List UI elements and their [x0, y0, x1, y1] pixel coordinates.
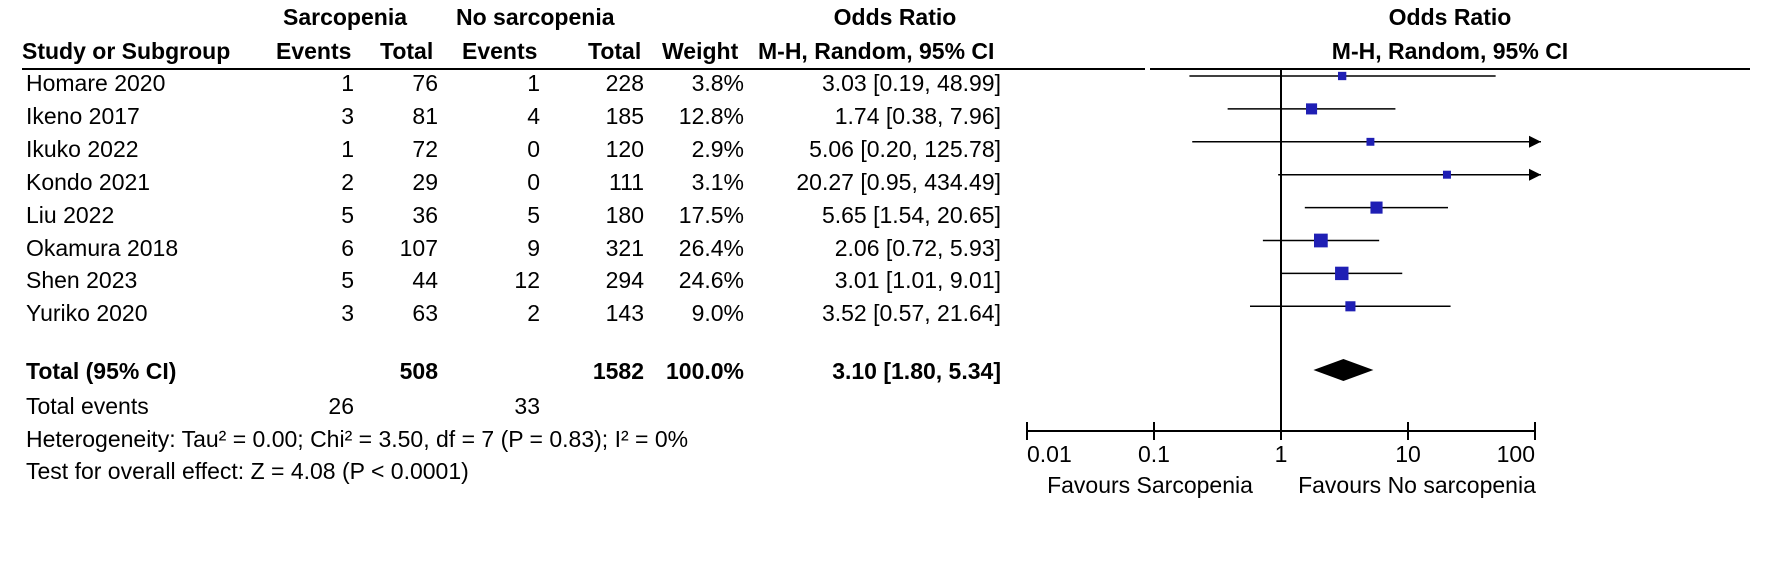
- heterogeneity-text: Heterogeneity: Tau² = 0.00; Chi² = 3.50,…: [26, 426, 689, 452]
- method-column-header: M-H, Random, 95% CI: [758, 38, 995, 64]
- events2-cell: 0: [527, 168, 540, 195]
- weight-cell: 9.0%: [691, 300, 744, 327]
- study-name: Yuriko 2020: [26, 300, 148, 327]
- total1-cell: 36: [412, 201, 438, 228]
- events2-cell: 9: [527, 234, 540, 261]
- study-name: Ikuko 2022: [26, 135, 139, 162]
- ci-arrow: [1529, 135, 1541, 148]
- total1-cell: 63: [412, 300, 438, 327]
- study-column-header: Study or Subgroup: [22, 38, 231, 64]
- total1-value: 508: [399, 358, 438, 384]
- effect-marker: [1313, 233, 1328, 248]
- events1-cell: 3: [341, 102, 354, 129]
- ci-cell: 3.03 [0.19, 48.99]: [821, 70, 1001, 96]
- events1-cell: 2: [341, 168, 354, 195]
- effect-marker: [1366, 137, 1375, 146]
- total-events1: 26: [328, 393, 354, 419]
- total2-cell: 294: [605, 267, 644, 294]
- effect-marker: [1370, 201, 1383, 214]
- ci-arrow: [1529, 168, 1541, 181]
- x-tick-label: 0.01: [1027, 441, 1072, 467]
- x-tick-label: 0.1: [1138, 441, 1170, 467]
- favours-right-label: Favours No sarcopenia: [1298, 472, 1536, 498]
- total2-cell: 120: [605, 135, 644, 162]
- ci-cell: 3.01 [1.01, 9.01]: [834, 267, 1001, 294]
- total2-cell: 185: [605, 102, 644, 129]
- total2-cell: 321: [605, 234, 644, 261]
- events1-cell: 3: [341, 300, 354, 327]
- weight-cell: 12.8%: [678, 102, 744, 129]
- weight-cell: 3.8%: [691, 70, 744, 96]
- effect-marker: [1442, 170, 1451, 179]
- events2-column-header: Events: [462, 38, 538, 64]
- total-events2: 33: [514, 393, 540, 419]
- x-tick-label: 100: [1497, 441, 1535, 467]
- total-events-label: Total events: [26, 393, 149, 419]
- effect-marker: [1335, 266, 1349, 281]
- total1-cell: 44: [412, 267, 438, 294]
- weight-cell: 3.1%: [691, 168, 744, 195]
- total-label: Total (95% CI): [26, 358, 177, 384]
- total2-value: 1582: [592, 358, 644, 384]
- ci-cell: 5.06 [0.20, 125.78]: [809, 135, 1001, 162]
- study-name: Ikeno 2017: [26, 102, 140, 129]
- weight-cell: 24.6%: [678, 267, 744, 294]
- weight-cell: 26.4%: [678, 234, 744, 261]
- total2-cell: 143: [605, 300, 644, 327]
- weight-column-header: Weight: [662, 38, 739, 64]
- x-tick-label: 10: [1395, 441, 1421, 467]
- favours-left-label: Favours Sarcopenia: [1047, 472, 1253, 498]
- study-name: Kondo 2021: [26, 168, 151, 195]
- events1-cell: 5: [341, 267, 354, 294]
- total-weight: 100.0%: [665, 358, 744, 384]
- effect-marker: [1345, 301, 1356, 312]
- study-name: Liu 2022: [26, 201, 115, 228]
- events2-cell: 0: [527, 135, 540, 162]
- ci-cell: 1.74 [0.38, 7.96]: [834, 102, 1001, 129]
- ci-cell: 3.52 [0.57, 21.64]: [821, 300, 1001, 327]
- events2-cell: 12: [514, 267, 540, 294]
- effect-header: Odds Ratio: [833, 4, 957, 30]
- plot-effect-header: Odds Ratio: [1388, 4, 1512, 30]
- overall-effect-text: Test for overall effect: Z = 4.08 (P < 0…: [26, 458, 469, 484]
- events1-cell: 1: [341, 70, 354, 96]
- ci-cell: 20.27 [0.95, 434.49]: [796, 168, 1001, 195]
- effect-marker: [1337, 71, 1347, 81]
- study-name: Homare 2020: [26, 70, 166, 96]
- total1-cell: 72: [412, 135, 438, 162]
- x-tick-label: 1: [1275, 441, 1288, 467]
- total1-cell: 29: [412, 168, 438, 195]
- total2-cell: 111: [609, 168, 644, 195]
- events2-cell: 2: [527, 300, 540, 327]
- weight-cell: 17.5%: [678, 201, 744, 228]
- weight-cell: 2.9%: [691, 135, 744, 162]
- total1-cell: 107: [399, 234, 438, 261]
- events2-cell: 4: [527, 102, 540, 129]
- ci-cell: 2.06 [0.72, 5.93]: [834, 234, 1001, 261]
- header-divider: [22, 68, 1145, 70]
- total2-column-header: Total: [588, 38, 642, 64]
- total2-cell: 180: [605, 201, 644, 228]
- total1-column-header: Total: [380, 38, 434, 64]
- events1-cell: 6: [341, 234, 354, 261]
- total-ci: 3.10 [1.80, 5.34]: [832, 358, 1001, 384]
- total1-cell: 76: [412, 70, 438, 96]
- events2-cell: 5: [527, 201, 540, 228]
- study-name: Shen 2023: [26, 267, 138, 294]
- plot-method-header: M-H, Random, 95% CI: [1331, 38, 1569, 64]
- events1-cell: 1: [341, 135, 354, 162]
- effect-marker: [1306, 103, 1318, 115]
- group2-header: No sarcopenia: [456, 4, 615, 30]
- study-name: Okamura 2018: [26, 234, 179, 261]
- total1-cell: 81: [412, 102, 438, 129]
- events2-cell: 1: [527, 70, 540, 96]
- total2-cell: 228: [605, 70, 644, 96]
- events1-cell: 5: [341, 201, 354, 228]
- pooled-diamond: [1313, 359, 1374, 381]
- group1-header: Sarcopenia: [283, 4, 407, 30]
- plot-header-divider: [1150, 68, 1750, 70]
- events1-column-header: Events: [276, 38, 352, 64]
- ci-cell: 5.65 [1.54, 20.65]: [821, 201, 1001, 228]
